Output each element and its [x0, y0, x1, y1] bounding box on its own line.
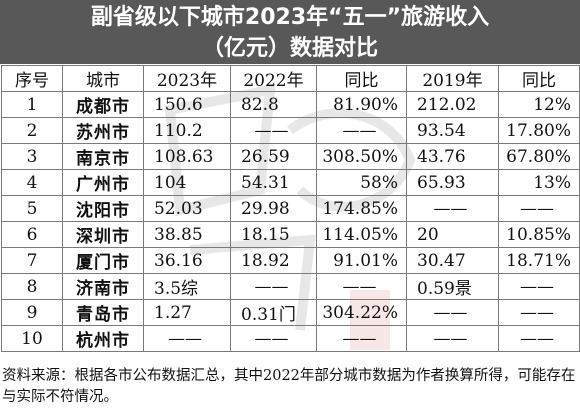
table-cell: 10.85% [498, 221, 580, 248]
table-cell: 52.03 [143, 195, 231, 222]
table-cell: 南京市 [62, 143, 144, 170]
table-cell: 济南市 [62, 273, 144, 300]
title-line-1: 副省级以下城市2023年“五一”旅游收入 [90, 5, 490, 30]
table-cell: 7 [1, 247, 63, 274]
table-cell: 36.16 [143, 247, 231, 274]
table-cell: 114.05% [316, 221, 407, 248]
table-cell: 108.63 [143, 143, 231, 170]
table-cell: —— [498, 299, 580, 326]
table-cell: 58% [316, 169, 407, 196]
table-cell: 10 [1, 325, 63, 352]
table-cell: 20 [406, 221, 499, 248]
table-row: 6 深圳市 38.85 18.15 114.05% 20 10.85% [1, 221, 580, 248]
table-cell: 308.50% [316, 143, 407, 170]
table-header-row: 序号 城市 2023年 2022年 同比 2019年 同比 [1, 65, 580, 92]
table-row: 10 杭州市 —— —— —— —— —— [1, 325, 580, 352]
table-cell: 1 [1, 91, 63, 118]
table-cell: 3 [1, 143, 63, 170]
table-cell: 18.71% [498, 247, 580, 274]
header-2019: 2019年 [406, 65, 499, 92]
title-banner: 副省级以下城市2023年“五一”旅游收入 （亿元）数据对比 [0, 0, 580, 64]
table-cell: 18.15 [230, 221, 317, 248]
table-cell: 26.59 [230, 143, 317, 170]
table-cell: 67.80% [498, 143, 580, 170]
table-cell: 150.6 [143, 91, 231, 118]
table-cell: —— [406, 195, 499, 222]
header-2023: 2023年 [143, 65, 231, 92]
table-cell: 13% [498, 169, 580, 196]
header-yoy-2022: 同比 [316, 65, 407, 92]
table-cell: —— [498, 273, 580, 300]
table-cell: 杭州市 [62, 325, 144, 352]
table-cell: —— [406, 299, 499, 326]
table-cell: 212.02 [406, 91, 499, 118]
table-cell: 2 [1, 117, 63, 144]
table-body: 1 成都市 150.6 82.8 81.90% 212.02 12% 2 苏州市 110.2 —— —… [1, 91, 580, 352]
table-cell: 65.93 [406, 169, 499, 196]
table-cell: 93.54 [406, 117, 499, 144]
table-cell: 沈阳市 [62, 195, 144, 222]
table-row: 4 广州市 104 54.31 58% 65.93 13% [1, 169, 580, 196]
table-cell: —— [316, 325, 407, 352]
table-cell: 91.01% [316, 247, 407, 274]
table-cell: 0.31门 [230, 299, 317, 326]
table-cell: 81.90% [316, 91, 407, 118]
table-row: 7 厦门市 36.16 18.92 91.01% 30.47 18.71% [1, 247, 580, 274]
table-row: 2 苏州市 110.2 —— —— 93.54 17.80% [1, 117, 580, 144]
header-city: 城市 [62, 65, 144, 92]
header-yoy-2019: 同比 [498, 65, 580, 92]
table-cell: —— [498, 195, 580, 222]
table-row: 8 济南市 3.5综 —— —— 0.59景 —— [1, 273, 580, 300]
table-row: 3 南京市 108.63 26.59 308.50% 43.76 67.80% [1, 143, 580, 170]
table-cell: 17.80% [498, 117, 580, 144]
table-cell: 38.85 [143, 221, 231, 248]
table-row: 5 沈阳市 52.03 29.98 174.85% —— —— [1, 195, 580, 222]
table-cell: 304.22% [316, 299, 407, 326]
table-cell: —— [143, 325, 231, 352]
table-cell: —— [230, 325, 317, 352]
table-cell: 5 [1, 195, 63, 222]
table-cell: 广州市 [62, 169, 144, 196]
table-cell: 1.27 [143, 299, 231, 326]
table-cell: 18.92 [230, 247, 317, 274]
table-cell: 54.31 [230, 169, 317, 196]
header-index: 序号 [1, 65, 63, 92]
table-cell: 4 [1, 169, 63, 196]
table-cell: —— [230, 273, 317, 300]
table-cell: 174.85% [316, 195, 407, 222]
table-cell: 29.98 [230, 195, 317, 222]
table-cell: 青岛市 [62, 299, 144, 326]
table-cell: 12% [498, 91, 580, 118]
table-cell: 苏州市 [62, 117, 144, 144]
table-cell: —— [498, 325, 580, 352]
table-cell: 82.8 [230, 91, 317, 118]
table-cell: 厦门市 [62, 247, 144, 274]
table-cell: 0.59景 [406, 273, 499, 300]
table-cell: 43.76 [406, 143, 499, 170]
table-cell: 深圳市 [62, 221, 144, 248]
header-2022: 2022年 [230, 65, 317, 92]
title-line-2: （亿元）数据对比 [201, 36, 378, 61]
table-row: 1 成都市 150.6 82.8 81.90% 212.02 12% [1, 91, 580, 118]
table-cell: 30.47 [406, 247, 499, 274]
table-cell: —— [316, 117, 407, 144]
source-note: 资料来源：根据各市公布数据汇总，其中2022年部分城市数据为作者换算所得，可能存… [2, 368, 576, 405]
table-cell: 6 [1, 221, 63, 248]
table-row: 9 青岛市 1.27 0.31门 304.22% —— —— [1, 299, 580, 326]
table-cell: —— [316, 273, 407, 300]
table-cell: 8 [1, 273, 63, 300]
table-cell: 110.2 [143, 117, 231, 144]
table-cell: —— [230, 117, 317, 144]
table-cell: 3.5综 [143, 273, 231, 300]
table-cell: 9 [1, 299, 63, 326]
tourism-revenue-table: 序号 城市 2023年 2022年 同比 2019年 同比 1 成都市 150.6 8… [1, 65, 580, 352]
table-cell: 成都市 [62, 91, 144, 118]
table-cell: —— [406, 325, 499, 352]
table-cell: 104 [143, 169, 231, 196]
